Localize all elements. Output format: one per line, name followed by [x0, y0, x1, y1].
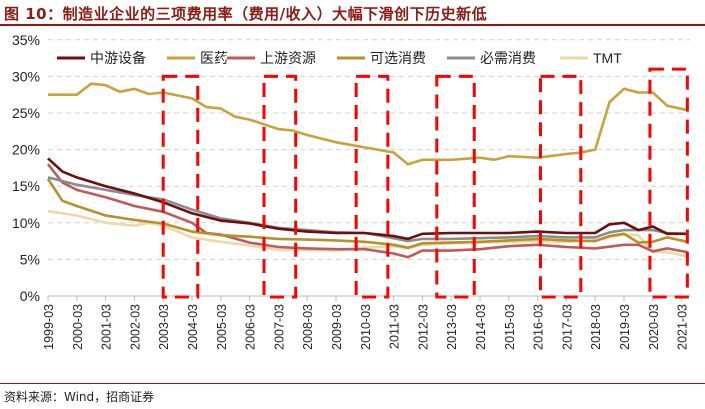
series-line-4 — [47, 176, 688, 243]
x-tick-label: 2011-03 — [388, 304, 402, 349]
x-axis-ticks: 1999-03 2000-03 2001-03 2002-03 2003-03 2004-… — [42, 296, 690, 350]
y-tick-label: 15% — [12, 178, 40, 194]
y-tick-label: 30% — [12, 68, 40, 84]
y-tick-label: 5% — [20, 251, 40, 267]
x-tick-label: 2019-03 — [618, 304, 632, 350]
legend: 中游设备 医药 上游资源 可选消费 必需消费 TMT — [55, 50, 622, 66]
x-tick-label: 2018-03 — [589, 304, 603, 350]
highlight-box — [354, 74, 390, 299]
legend-label: TMT — [593, 50, 622, 66]
legend-label: 必需消费 — [480, 50, 536, 66]
highlight-box — [648, 67, 689, 299]
x-tick-label: 2005-03 — [215, 304, 229, 350]
line-chart: 0% 5% 10% 15% 20% 25% 30% 35% 1999-03 2000-03 200… — [12, 32, 690, 350]
x-tick-label: 2020-03 — [647, 304, 661, 350]
footer-divider — [0, 383, 705, 384]
x-tick-label: 2009-03 — [330, 304, 344, 350]
highlight-boxes — [161, 67, 689, 299]
source-note: 资料来源：Wind，招商证券 — [4, 390, 155, 404]
legend-label: 可选消费 — [370, 50, 426, 66]
x-tick-label: 2014-03 — [474, 304, 488, 350]
series-line-3 — [46, 178, 688, 249]
x-tick-label: 1999-03 — [42, 304, 56, 350]
x-tick-label: 2016-03 — [532, 304, 546, 350]
highlight-box — [435, 74, 476, 299]
series-line-0 — [47, 157, 688, 241]
legend-label: 中游设备 — [90, 50, 146, 66]
y-tick-label: 0% — [20, 288, 40, 304]
series-line-2 — [46, 163, 688, 259]
x-tick-label: 2004-03 — [186, 304, 200, 350]
y-tick-label: 35% — [12, 32, 40, 48]
y-tick-label: 20% — [12, 142, 40, 158]
x-tick-label: 2002-03 — [128, 304, 142, 350]
highlight-box — [262, 74, 298, 299]
x-tick-label: 2000-03 — [71, 304, 85, 350]
legend-label: 上游资源 — [260, 50, 316, 66]
x-tick-label: 2010-03 — [359, 304, 373, 350]
y-tick-label: 25% — [12, 105, 40, 121]
x-tick-label: 2003-03 — [157, 304, 171, 350]
figure-title: 图 10：制造业企业的三项费用率（费用/收入）大幅下滑创下历史新低 — [4, 5, 488, 23]
y-tick-label: 10% — [12, 215, 40, 231]
highlight-box — [161, 74, 200, 299]
series-lines — [46, 82, 688, 259]
x-tick-label: 2017-03 — [560, 304, 574, 350]
series-line-1 — [48, 82, 688, 166]
x-tick-label: 2006-03 — [244, 304, 258, 350]
x-tick-label: 2013-03 — [445, 304, 459, 350]
x-tick-label: 2012-03 — [416, 304, 430, 350]
title-divider — [0, 24, 705, 26]
x-tick-label: 2001-03 — [100, 304, 114, 350]
x-tick-label: 2015-03 — [503, 304, 517, 350]
legend-label: 医药 — [200, 50, 228, 66]
y-axis-ticks: 0% 5% 10% 15% 20% 25% 30% 35% — [12, 32, 40, 304]
x-tick-label: 2007-03 — [272, 304, 286, 350]
gridlines — [48, 39, 690, 297]
x-tick-label: 2008-03 — [301, 304, 315, 350]
highlight-box — [538, 74, 583, 299]
x-tick-label: 2021-03 — [676, 304, 690, 350]
